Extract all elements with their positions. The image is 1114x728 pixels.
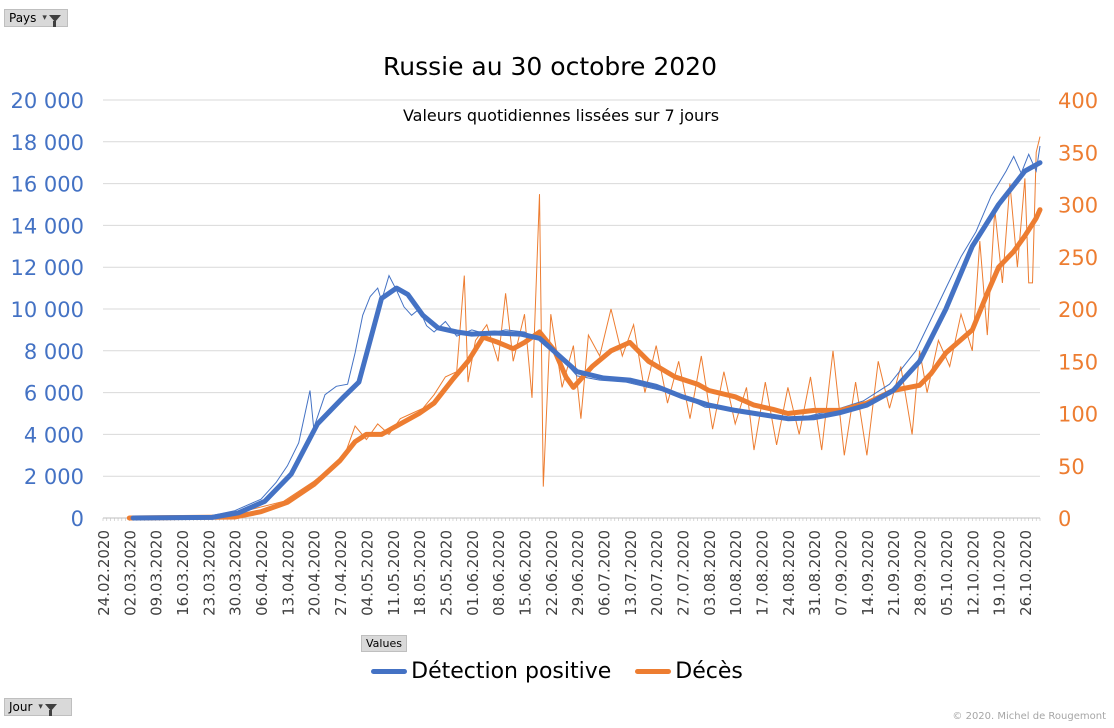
- filter-funnel-icon: [44, 703, 57, 716]
- x-tick-label: 13.07.2020: [622, 530, 640, 616]
- x-tick-label: 06.07.2020: [595, 530, 613, 616]
- x-tick-label: 24.08.2020: [780, 530, 798, 616]
- x-tick-label: 30.03.2020: [227, 530, 245, 616]
- y-left-tick-label: 0: [71, 507, 84, 531]
- y-right-tick-label: 150: [1058, 350, 1098, 374]
- values-field-button[interactable]: Values: [361, 635, 407, 652]
- x-tick-label: 14.09.2020: [859, 530, 877, 616]
- pays-filter-button[interactable]: Pays ▾: [4, 9, 68, 27]
- y-right-tick-label: 50: [1058, 455, 1085, 479]
- dropdown-arrow-icon: ▾: [42, 13, 47, 23]
- legend-swatch-positive: [371, 669, 408, 674]
- x-tick-label: 28.09.2020: [912, 530, 930, 616]
- x-tick-label: 21.09.2020: [885, 530, 903, 616]
- y-right-tick-label: 100: [1058, 403, 1098, 427]
- y-right-tick-label: 400: [1058, 89, 1098, 113]
- pays-filter-label: Pays: [9, 11, 37, 25]
- y-left-tick-label: 4 000: [24, 423, 84, 447]
- x-tick-label: 11.05.2020: [385, 530, 403, 616]
- x-tick-label: 27.04.2020: [332, 530, 350, 616]
- x-tick-label: 10.08.2020: [727, 530, 745, 616]
- x-tick-label: 17.08.2020: [754, 530, 772, 616]
- legend-item-positive: Détection positive: [371, 659, 611, 684]
- x-tick-label: 24.02.2020: [95, 530, 113, 616]
- x-tick-label: 07.09.2020: [833, 530, 851, 616]
- x-tick-label: 19.10.2020: [991, 530, 1009, 616]
- x-tick-label: 13.04.2020: [279, 530, 297, 616]
- x-tick-label: 02.03.2020: [121, 530, 139, 616]
- y-left-tick-label: 6 000: [24, 382, 84, 406]
- legend-label-positive: Détection positive: [411, 659, 612, 684]
- series-line-positive-daily: [208, 145, 1041, 517]
- values-field-label: Values: [366, 637, 402, 650]
- x-tick-label: 18.05.2020: [411, 530, 429, 616]
- chart-subtitle: Valeurs quotidiennes lissées sur 7 jours: [402, 106, 720, 125]
- y-left-tick-label: 8 000: [24, 340, 84, 364]
- x-tick-label: 04.05.2020: [358, 530, 376, 616]
- legend-swatch-deaths: [635, 669, 672, 674]
- x-tick-label: 31.08.2020: [806, 530, 824, 616]
- y-right-tick-label: 250: [1058, 246, 1098, 270]
- x-tick-label: 08.06.2020: [490, 530, 508, 616]
- y-right-tick-label: 350: [1058, 141, 1098, 165]
- y-left-tick-label: 10 000: [11, 298, 84, 322]
- y-left-tick-label: 14 000: [11, 214, 84, 238]
- x-tick-label: 29.06.2020: [569, 530, 587, 616]
- y-left-tick-label: 20 000: [11, 89, 84, 113]
- x-tick-label: 06.04.2020: [253, 530, 271, 616]
- x-tick-label: 20.07.2020: [648, 530, 666, 616]
- x-tick-label: 23.03.2020: [200, 530, 218, 616]
- x-tick-label: 03.08.2020: [701, 530, 719, 616]
- filter-funnel-icon: [48, 14, 61, 27]
- series-line-deces-daily: [242, 136, 1041, 513]
- y-right-tick-label: 0: [1058, 507, 1071, 531]
- x-tick-label: 26.10.2020: [1017, 530, 1035, 616]
- x-tick-label: 20.04.2020: [306, 530, 324, 616]
- x-tick-label: 27.07.2020: [675, 530, 693, 616]
- x-tick-label: 15.06.2020: [516, 530, 534, 616]
- y-left-tick-label: 12 000: [11, 256, 84, 280]
- legend-label-deaths: Décès: [675, 659, 743, 684]
- x-tick-label: 22.06.2020: [543, 530, 561, 616]
- series-line-positive-smoothed: [130, 160, 1043, 521]
- chart-legend: Détection positive Décès: [0, 659, 1114, 684]
- x-tick-label: 25.05.2020: [437, 530, 455, 616]
- x-tick-label: 16.03.2020: [174, 530, 192, 616]
- copyright-note: © 2020. Michel de Rougemont: [952, 711, 1106, 722]
- legend-item-deaths: Décès: [635, 659, 743, 684]
- jour-filter-button[interactable]: Jour ▾: [4, 698, 72, 716]
- x-tick-label: 05.10.2020: [938, 530, 956, 616]
- x-tick-label: 09.03.2020: [148, 530, 166, 616]
- x-tick-label: 12.10.2020: [964, 530, 982, 616]
- y-right-tick-label: 200: [1058, 298, 1098, 322]
- x-tick-label: 01.06.2020: [464, 530, 482, 616]
- y-left-tick-label: 18 000: [11, 131, 84, 155]
- chart-title: Russie au 30 octobre 2020: [383, 52, 717, 81]
- series-line-deces-smoothed: [126, 207, 1043, 521]
- jour-filter-label: Jour: [9, 700, 33, 714]
- y-left-tick-label: 16 000: [11, 173, 84, 197]
- y-right-tick-label: 300: [1058, 194, 1098, 218]
- y-left-tick-label: 2 000: [24, 465, 84, 489]
- dropdown-arrow-icon: ▾: [38, 702, 43, 712]
